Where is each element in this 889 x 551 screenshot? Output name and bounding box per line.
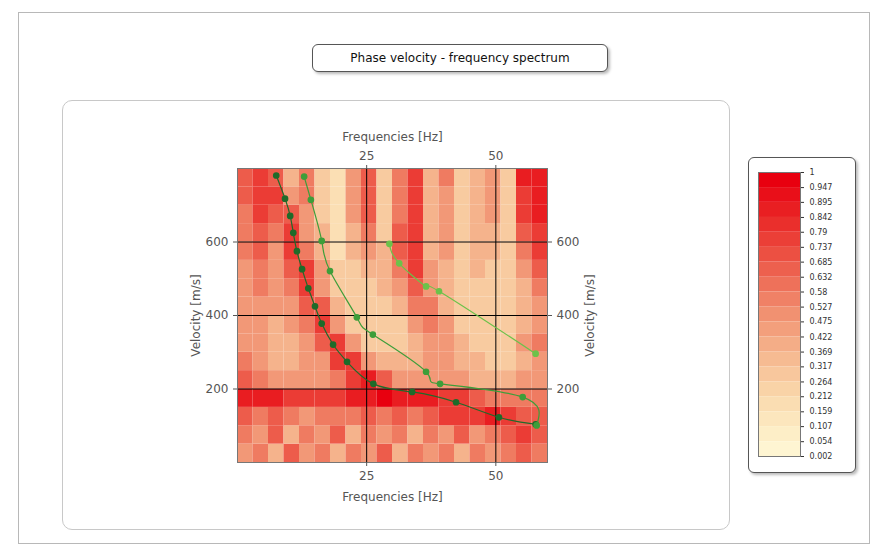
svg-text:0.685: 0.685 [810, 258, 833, 267]
svg-text:Frequencies [Hz]: Frequencies [Hz] [342, 490, 442, 504]
svg-text:0.317: 0.317 [810, 362, 833, 371]
svg-text:25: 25 [359, 469, 374, 483]
svg-text:600: 600 [206, 235, 229, 249]
svg-text:200: 200 [206, 382, 229, 396]
svg-text:600: 600 [557, 235, 580, 249]
svg-text:0.369: 0.369 [810, 348, 833, 357]
svg-text:0.632: 0.632 [810, 273, 833, 282]
svg-text:0.947: 0.947 [810, 183, 833, 192]
svg-text:25: 25 [359, 149, 374, 163]
svg-text:0.79: 0.79 [810, 228, 828, 237]
svg-text:0.842: 0.842 [810, 213, 833, 222]
svg-text:400: 400 [557, 308, 580, 322]
svg-text:0.107: 0.107 [810, 422, 833, 431]
svg-text:Velocity [m/s]: Velocity [m/s] [189, 274, 203, 356]
svg-text:Frequencies [Hz]: Frequencies [Hz] [342, 130, 442, 144]
svg-text:0.737: 0.737 [810, 243, 833, 252]
svg-text:0.527: 0.527 [810, 303, 833, 312]
svg-text:0.422: 0.422 [810, 333, 833, 342]
svg-text:50: 50 [488, 469, 503, 483]
html-text:Phase velocity - frequency spe: Phase velocity - frequency spectrum [350, 51, 570, 65]
svg-text:1: 1 [810, 168, 815, 177]
svg-text:200: 200 [557, 382, 580, 396]
svg-text:400: 400 [206, 308, 229, 322]
svg-text:0.054: 0.054 [810, 437, 833, 446]
svg-text:0.212: 0.212 [810, 392, 833, 401]
svg-text:0.475: 0.475 [810, 317, 833, 326]
svg-text:0.159: 0.159 [810, 407, 833, 416]
svg-text:Velocity [m/s]: Velocity [m/s] [583, 274, 597, 356]
svg-text:0.895: 0.895 [810, 198, 833, 207]
svg-text:0.264: 0.264 [810, 378, 833, 387]
svg-text:0.002: 0.002 [810, 452, 833, 461]
svg-text:0.58: 0.58 [810, 288, 828, 297]
svg-text:50: 50 [488, 149, 503, 163]
